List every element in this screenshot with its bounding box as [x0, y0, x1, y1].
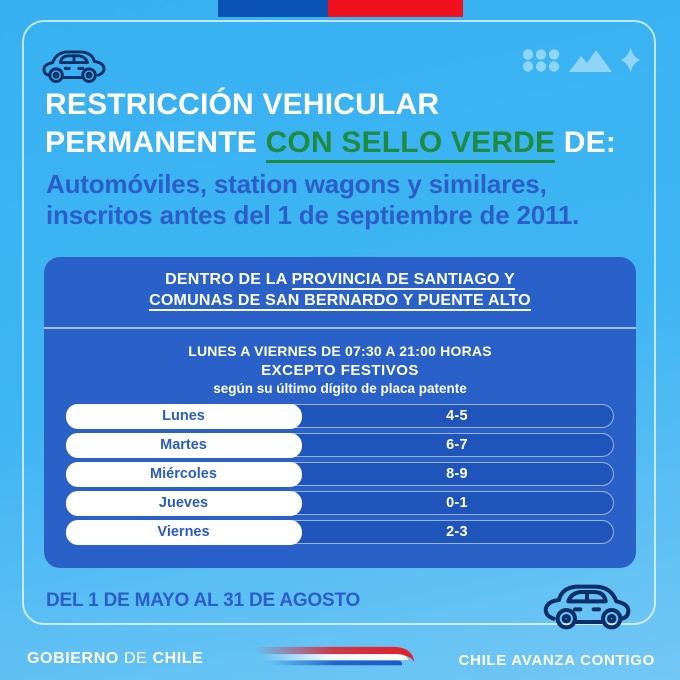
table-row: Viernes 2-3: [65, 519, 614, 545]
plate-digits: 6-7: [446, 437, 468, 453]
plate-digits: 0-1: [446, 495, 468, 511]
plate-digits: 8-9: [446, 466, 468, 482]
restriction-table: Lunes 4-5 Martes 6-7 Miércoles 8-9 Jueve…: [65, 403, 614, 545]
sparkle-icon: [621, 47, 640, 78]
table-row: Martes 6-7: [65, 432, 614, 458]
day-label: Jueves: [65, 490, 302, 516]
flag-strip-red: [328, 0, 463, 17]
dots-grid-icon: [522, 48, 560, 78]
zone-header: DENTRO DE LA PROVINCIA DE SANTIAGO Y COM…: [44, 269, 636, 311]
schedule-hours: LUNES A VIERNES DE 07:30 A 21:00 HORAS: [188, 343, 492, 359]
date-range-note: DEL 1 DE MAYO AL 31 DE AGOSTO: [46, 590, 361, 611]
schedule-header: LUNES A VIERNES DE 07:30 A 21:00 HORAS E…: [44, 342, 636, 398]
car-icon: [540, 576, 634, 637]
schedule-note: según su último dígito de placa patente: [213, 381, 467, 396]
day-label: Viernes: [65, 519, 302, 545]
table-row: Lunes 4-5: [65, 403, 614, 429]
restriction-panel: DENTRO DE LA PROVINCIA DE SANTIAGO Y COM…: [44, 257, 636, 568]
panel-divider: [44, 327, 636, 329]
chile-avanza-contigo-wordmark: CHILE AVANZA CONTIGO: [458, 652, 655, 669]
table-row: Miércoles 8-9: [65, 461, 614, 487]
zone-line1: DENTRO DE LA PROVINCIA DE SANTIAGO Y: [165, 271, 515, 290]
title-line2: PERMANENTE CON SELLO VERDE DE:: [45, 124, 616, 163]
green-seal-highlight: CON SELLO VERDE: [265, 126, 556, 163]
flag-strip-blue: [218, 0, 328, 17]
plate-digits: 4-5: [446, 408, 468, 424]
title-line1: RESTRICCIÓN VEHICULAR: [45, 88, 440, 121]
day-label: Lunes: [65, 403, 302, 429]
day-label: Martes: [65, 432, 302, 458]
page-title: RESTRICCIÓN VEHICULAR PERMANENTE CON SEL…: [45, 86, 616, 163]
zone-line2: COMUNAS DE SAN BERNARDO Y PUENTE ALTO: [149, 292, 531, 311]
schedule-exception: EXCEPTO FESTIVOS: [261, 362, 419, 379]
gobierno-de-chile-wordmark: GOBIERNO DE CHILE: [27, 650, 204, 667]
flag-ribbon-icon: [250, 645, 425, 675]
decor-icons: [522, 47, 640, 78]
table-row: Jueves 0-1: [65, 490, 614, 516]
plate-digits: 2-3: [446, 524, 468, 540]
mountains-icon: [568, 48, 613, 78]
subtitle: Automóviles, station wagons y similares,…: [46, 169, 580, 230]
day-label: Miércoles: [65, 461, 302, 487]
car-icon: [42, 44, 106, 90]
